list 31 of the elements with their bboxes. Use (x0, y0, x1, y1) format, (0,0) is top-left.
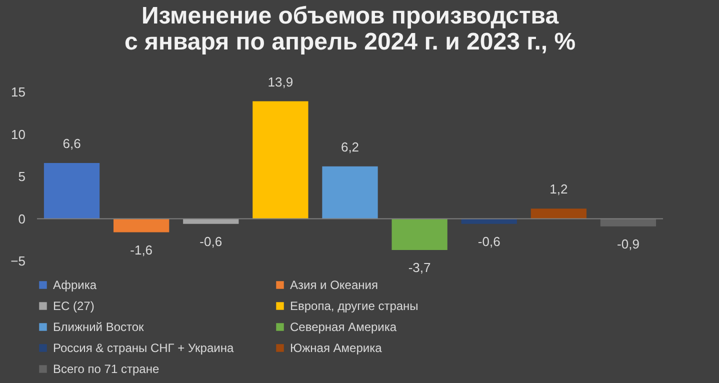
y-tick-label: 10 (11, 126, 26, 142)
data-label: -1,6 (130, 242, 153, 258)
legend-label: Северная Америка (290, 320, 397, 334)
bar (44, 162, 100, 219)
bar (600, 218, 656, 226)
legend-label: Южная Америка (290, 341, 382, 355)
y-tick-label: 5 (18, 169, 26, 184)
chart-title: Изменение объемов производства с января по апрель 2024 г. и 2023 г., % (124, 2, 576, 56)
legend-label: Азия и Океания (290, 278, 378, 292)
bar (252, 101, 308, 219)
data-label: -0,6 (478, 234, 500, 249)
data-label: 1,2 (550, 182, 568, 197)
data-label: -0,6 (200, 234, 222, 249)
data-label: 13,9 (268, 74, 294, 90)
data-label: 6,2 (340, 139, 360, 154)
y-tick-label: 0 (18, 211, 26, 226)
bar (322, 166, 378, 219)
bar (530, 208, 586, 219)
data-label: -3,7 (408, 260, 431, 276)
legend-label: Всего по 71 стране (53, 362, 160, 376)
bar (392, 218, 448, 250)
legend-label: Россия & страны СНГ + Украина (53, 341, 234, 355)
legend-label: Ближний Восток (53, 320, 145, 334)
y-tick-label: −5 (10, 254, 26, 268)
legend-label: ЕС (27) (53, 299, 94, 313)
y-tick-label: 15 (11, 84, 26, 100)
data-label: 6,6 (62, 136, 81, 151)
data-label: -0,9 (617, 236, 640, 252)
legend-label: Европа, другие страны (290, 299, 418, 313)
legend-label: Африка (53, 278, 97, 292)
bar (114, 218, 170, 232)
